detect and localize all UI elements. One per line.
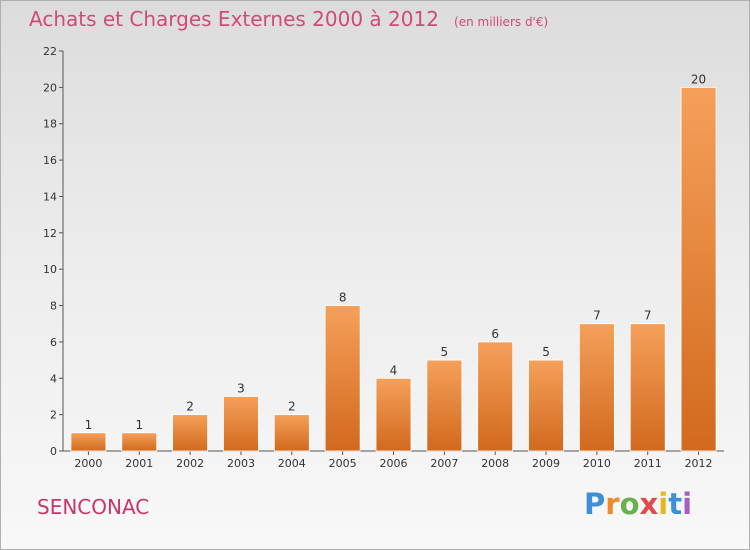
bar	[578, 323, 615, 452]
brand-letter: r	[605, 487, 620, 521]
bar	[680, 86, 717, 452]
commune-name: SENCONAC	[37, 495, 150, 519]
bar	[70, 432, 107, 452]
x-tick-label: 2010	[583, 457, 611, 470]
bar	[172, 414, 209, 452]
data-label: 6	[491, 327, 499, 341]
data-label: 2	[288, 400, 296, 414]
y-tick-label: 16	[43, 154, 57, 167]
brand-letter: o	[619, 487, 640, 521]
data-label: 7	[593, 309, 601, 323]
brand-letter: P	[584, 487, 606, 521]
bar	[426, 359, 463, 452]
title-row: Achats et Charges Externes 2000 à 2012 (…	[29, 7, 548, 31]
data-label: 5	[441, 345, 449, 359]
x-tick-label: 2007	[430, 457, 458, 470]
x-tick-label: 2006	[380, 457, 408, 470]
x-tick-label: 2008	[481, 457, 509, 470]
data-label: 4	[390, 363, 398, 377]
brand-letter: t	[668, 487, 683, 521]
x-tick-label: 2011	[634, 457, 662, 470]
brand-letter: i	[682, 487, 693, 521]
y-tick-label: 12	[43, 227, 57, 240]
x-tick-label: 2005	[329, 457, 357, 470]
chart-subtitle: (en milliers d'€)	[454, 15, 549, 29]
bar	[273, 414, 310, 452]
y-tick-label: 6	[50, 336, 57, 349]
data-label: 3	[237, 381, 245, 395]
bar	[375, 377, 412, 452]
x-tick-label: 2012	[685, 457, 713, 470]
y-tick-label: 18	[43, 118, 57, 131]
x-tick-label: 2009	[532, 457, 560, 470]
data-label: 1	[135, 418, 143, 432]
bar	[223, 396, 259, 452]
y-tick-label: 4	[50, 372, 57, 385]
x-tick-label: 2001	[125, 457, 153, 470]
brand-logo: Proxiti	[584, 487, 692, 521]
bar	[477, 341, 514, 452]
chart-title: Achats et Charges Externes 2000 à 2012	[29, 7, 439, 31]
data-label: 1	[85, 418, 93, 432]
labels: 2000 1 2001 1 2002 2 2003 3 2004 2 2005 8 2006 4 2007 5…	[74, 72, 712, 470]
brand-letter: x	[639, 487, 659, 521]
x-tick-label: 2000	[74, 457, 102, 470]
data-label: 20	[691, 72, 706, 86]
x-tick-label: 2002	[176, 457, 204, 470]
bar	[121, 432, 158, 452]
y-tick-label: 10	[43, 263, 57, 276]
y-tick-label: 14	[43, 190, 57, 203]
x-tick-label: 2003	[227, 457, 255, 470]
data-label: 2	[186, 400, 194, 414]
y-tick-label: 20	[43, 81, 57, 94]
brand-letter: i	[658, 487, 669, 521]
bar	[629, 323, 666, 452]
data-label: 5	[542, 345, 550, 359]
bar	[528, 359, 564, 452]
data-label: 8	[339, 291, 347, 305]
y-tick-label: 22	[43, 45, 57, 58]
y-tick-label: 2	[50, 409, 57, 422]
bar	[324, 305, 361, 452]
bars	[70, 86, 717, 452]
y-tick-label: 0	[50, 445, 57, 458]
x-tick-label: 2004	[278, 457, 306, 470]
data-label: 7	[644, 309, 652, 323]
y-tick-label: 8	[50, 300, 57, 313]
